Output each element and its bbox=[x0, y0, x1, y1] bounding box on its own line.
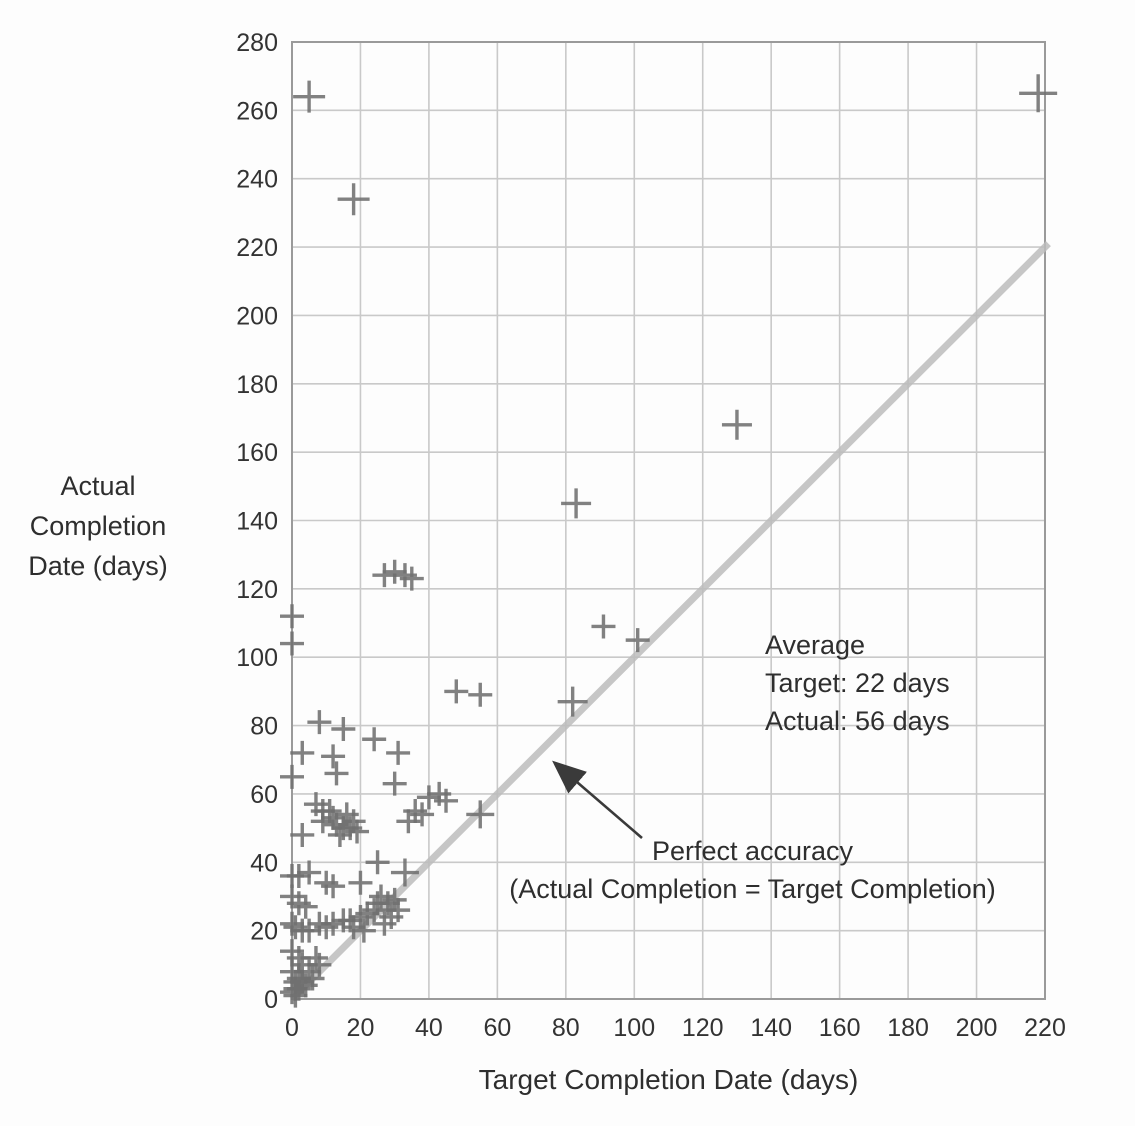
perfect-accuracy-line: Perfect accuracy bbox=[651, 836, 854, 866]
y-axis-title-line: Completion bbox=[29, 511, 167, 541]
svg-text:80: 80 bbox=[552, 1014, 580, 1042]
svg-text:180: 180 bbox=[236, 371, 278, 399]
svg-text:100: 100 bbox=[236, 644, 278, 672]
svg-text:260: 260 bbox=[236, 97, 278, 125]
svg-text:60: 60 bbox=[250, 781, 278, 809]
average-annotation-line: Average bbox=[765, 630, 866, 660]
x-axis-title: Target Completion Date (days) bbox=[478, 1064, 859, 1095]
svg-text:160: 160 bbox=[819, 1014, 861, 1042]
svg-text:280: 280 bbox=[236, 29, 278, 57]
svg-text:220: 220 bbox=[1024, 1014, 1066, 1042]
y-axis-title-line: Date (days) bbox=[28, 551, 168, 581]
svg-text:0: 0 bbox=[285, 1014, 299, 1042]
average-annotation-line: Target: 22 days bbox=[765, 668, 950, 698]
svg-text:100: 100 bbox=[613, 1014, 655, 1042]
average-annotation-line: Actual: 56 days bbox=[765, 706, 950, 736]
average-annotation: Average Target: 22 days Actual: 56 days bbox=[765, 626, 950, 740]
svg-text:80: 80 bbox=[250, 713, 278, 741]
perfect-accuracy-line: (Actual Completion = Target Completion) bbox=[509, 874, 996, 904]
y-axis-title-line: Actual bbox=[60, 471, 136, 501]
svg-text:180: 180 bbox=[887, 1014, 929, 1042]
svg-text:240: 240 bbox=[236, 166, 278, 194]
svg-text:0: 0 bbox=[264, 986, 278, 1014]
svg-text:120: 120 bbox=[682, 1014, 724, 1042]
svg-text:120: 120 bbox=[236, 576, 278, 604]
svg-text:20: 20 bbox=[250, 918, 278, 946]
svg-text:20: 20 bbox=[347, 1014, 375, 1042]
svg-text:40: 40 bbox=[415, 1014, 443, 1042]
svg-text:200: 200 bbox=[236, 302, 278, 330]
y-axis-title: Actual Completion Date (days) bbox=[2, 466, 194, 586]
svg-text:200: 200 bbox=[956, 1014, 998, 1042]
svg-text:140: 140 bbox=[750, 1014, 792, 1042]
perfect-accuracy-annotation: Perfect accuracy (Actual Completion = Ta… bbox=[420, 832, 1085, 908]
svg-text:60: 60 bbox=[483, 1014, 511, 1042]
svg-text:140: 140 bbox=[236, 508, 278, 536]
svg-text:160: 160 bbox=[236, 439, 278, 467]
svg-text:40: 40 bbox=[250, 849, 278, 877]
svg-text:220: 220 bbox=[236, 234, 278, 262]
